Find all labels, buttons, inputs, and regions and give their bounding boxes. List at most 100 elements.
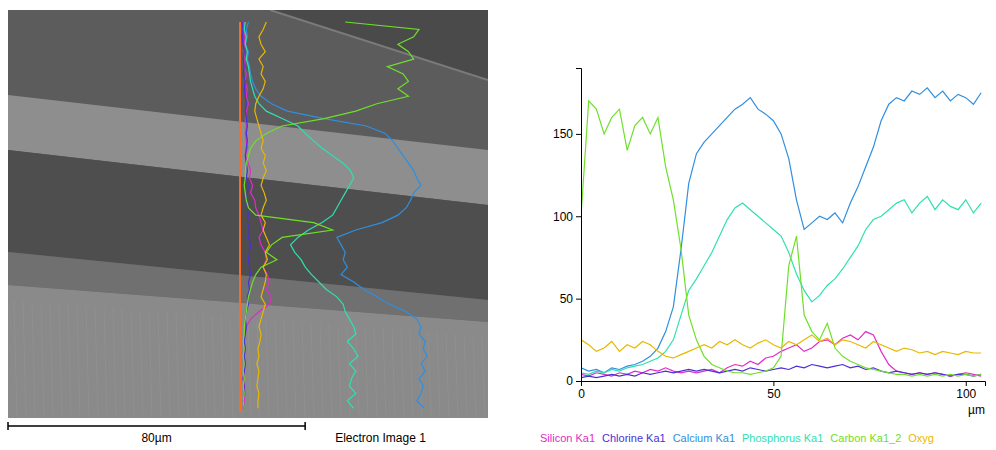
texture-streak — [320, 323, 323, 418]
tick-mark — [576, 299, 581, 300]
tick-label: 100 — [956, 387, 976, 401]
tick: 0 — [578, 381, 585, 401]
series-line — [581, 101, 981, 376]
texture-streak — [95, 307, 98, 418]
texture-streak — [41, 302, 44, 418]
texture-streak — [212, 315, 215, 418]
texture-streak — [356, 326, 359, 418]
scale-bar-end — [304, 422, 306, 430]
texture-streak — [284, 321, 287, 418]
tick-mark — [581, 381, 582, 386]
texture-streak — [293, 321, 296, 418]
tick-label: 0 — [566, 374, 573, 388]
image-edge — [270, 10, 488, 80]
texture-streak — [428, 332, 431, 419]
texture-streak — [392, 329, 395, 418]
texture-streak — [410, 330, 413, 418]
axis-line — [582, 382, 986, 387]
texture-streak — [248, 318, 251, 418]
x-axis-title: µm — [968, 403, 985, 417]
texture-streak — [446, 333, 449, 418]
texture-streak — [338, 325, 341, 418]
scan-trace — [244, 22, 358, 408]
scan-trace — [243, 22, 419, 408]
texture-streak — [329, 324, 332, 418]
texture-streak — [167, 312, 170, 418]
texture-streak — [176, 313, 179, 418]
legend-entry: Calcium Ka1 — [673, 432, 735, 444]
figure: 80µm Electron Image 1 0 50 100 150 0 50 100 µm Sil… — [0, 0, 996, 450]
electron-image — [8, 10, 488, 418]
legend-entry: Phosphorus Ka1 — [742, 432, 823, 444]
texture-streak — [77, 305, 80, 418]
texture-streak — [50, 303, 53, 418]
texture-streak — [473, 335, 476, 418]
texture-streak — [482, 336, 485, 418]
texture-streak — [203, 315, 206, 418]
tick: 50 — [767, 381, 781, 401]
texture-streak — [14, 300, 17, 418]
tick: 150 — [553, 127, 581, 141]
scale-bar-label: 80µm — [141, 431, 171, 445]
texture-streak — [455, 334, 458, 418]
tick-label: 50 — [560, 292, 574, 306]
texture-streak — [59, 304, 62, 418]
texture-streak — [68, 305, 71, 419]
texture-streak — [32, 302, 35, 418]
scale-bar-end — [7, 422, 9, 430]
image-background — [8, 10, 488, 418]
legend-entry: Oxyg — [908, 432, 934, 444]
tick-mark — [576, 216, 581, 217]
texture-streak — [302, 322, 305, 418]
texture-streak — [86, 306, 89, 418]
texture-streak — [131, 309, 134, 418]
texture-streak — [104, 307, 107, 418]
texture-streak — [311, 323, 314, 418]
texture-streak — [194, 314, 197, 418]
series-line — [581, 365, 981, 378]
texture-streak — [401, 329, 404, 418]
texture-streak — [122, 309, 125, 418]
texture-streak — [230, 317, 233, 418]
top-region — [270, 10, 488, 80]
tick-mark — [576, 381, 581, 382]
texture-streak — [437, 332, 440, 418]
scale-bar — [8, 425, 305, 427]
y-axis: 0 50 100 150 — [553, 69, 582, 389]
series-line — [581, 196, 981, 374]
line-scan-overlay — [240, 22, 427, 412]
legend: Silicon Ka1 Chlorine Ka1 Calcium Ka1 Phosph… — [540, 432, 934, 444]
legend-entry: Silicon Ka1 — [540, 432, 595, 444]
texture-streak — [464, 334, 467, 418]
series-line — [581, 88, 981, 373]
scan-trace — [255, 22, 270, 408]
texture-streak — [185, 313, 188, 418]
tick: 100 — [553, 210, 581, 224]
legend-entry: Chlorine Ka1 — [602, 432, 666, 444]
texture-streak — [275, 320, 278, 418]
texture-streak — [23, 301, 26, 418]
scan-line — [239, 22, 241, 412]
texture-streak — [374, 327, 377, 418]
tick-label: 150 — [553, 127, 573, 141]
texture-streak — [221, 316, 224, 418]
texture-streak — [113, 308, 116, 418]
texture-streak — [149, 311, 152, 418]
texture-streak — [140, 310, 143, 418]
tick: 50 — [560, 292, 581, 306]
tick-mark — [773, 381, 774, 386]
tick-label: 50 — [767, 387, 781, 401]
legend-entry: Carbon Ka1_2 — [830, 432, 901, 444]
tick-mark — [966, 381, 967, 386]
texture-streak — [158, 311, 161, 418]
series-line — [581, 335, 981, 358]
texture-streak — [266, 319, 269, 418]
scan-trace — [242, 22, 250, 408]
tick-label: 0 — [578, 387, 585, 401]
x-axis: 0 50 100 — [578, 381, 985, 401]
image-caption: Electron Image 1 — [335, 431, 426, 445]
plot-lines — [581, 88, 981, 378]
tick: 100 — [956, 381, 976, 401]
tick-mark — [576, 134, 581, 135]
tick-label: 100 — [553, 210, 573, 224]
